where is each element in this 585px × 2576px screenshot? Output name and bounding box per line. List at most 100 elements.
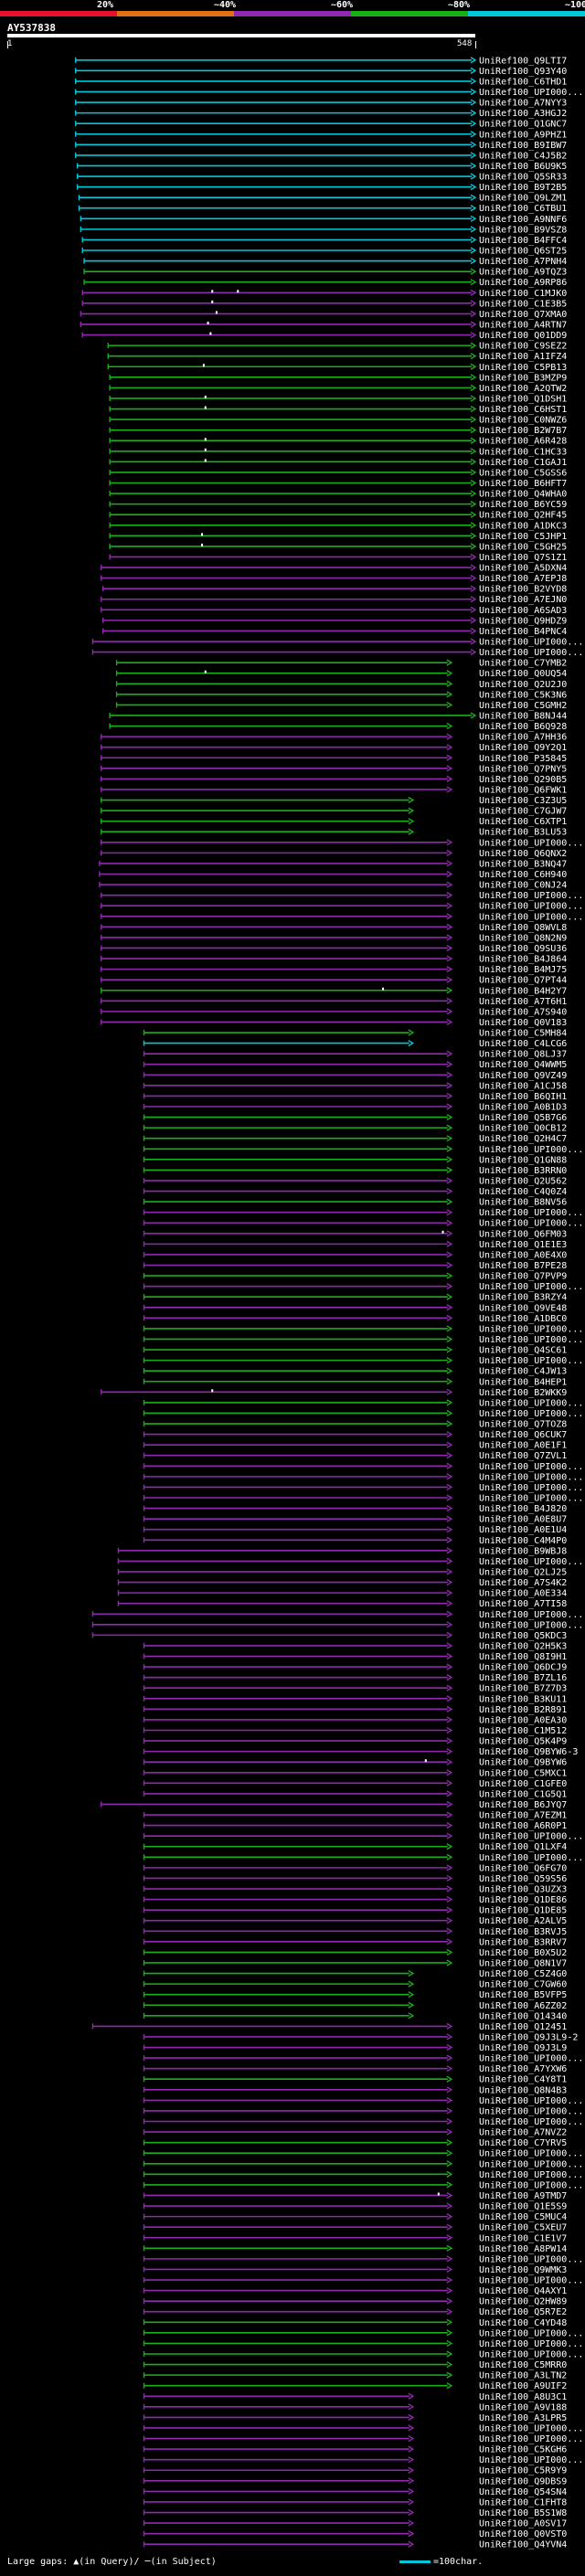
hit-row[interactable]: UniRef100_C4LCG6 bbox=[143, 1039, 567, 1049]
hit-label[interactable]: UniRef100_Q4AXY1 bbox=[479, 2286, 567, 2296]
hit-label[interactable]: UniRef100_Q1E5S9 bbox=[479, 2202, 567, 2212]
hit-label[interactable]: UniRef100_Q1DE86 bbox=[479, 1895, 567, 1905]
hit-row[interactable]: UniRef100_C6XTP1 bbox=[101, 817, 568, 827]
hit-row[interactable]: UniRef100_UPI000... bbox=[143, 2096, 583, 2106]
hit-label[interactable]: UniRef100_Q9BYW6-3 bbox=[479, 1747, 578, 1757]
hit-label[interactable]: UniRef100_B4FFC4 bbox=[479, 236, 567, 246]
hit-row[interactable]: UniRef100_B4H2Y7 bbox=[101, 986, 568, 996]
hit-label[interactable]: UniRef100_A7S940 bbox=[479, 1007, 567, 1017]
hit-row[interactable]: UniRef100_A9NNF6 bbox=[80, 215, 567, 225]
hit-row[interactable]: UniRef100_Q4SC61 bbox=[143, 1346, 567, 1356]
hit-row[interactable]: UniRef100_UPI000... bbox=[143, 1409, 583, 1419]
hit-row[interactable]: UniRef100_C0NJ24 bbox=[99, 881, 567, 891]
hit-row[interactable]: UniRef100_UPI000... bbox=[143, 2159, 583, 2169]
hit-row[interactable]: UniRef100_C5MH84 bbox=[143, 1029, 567, 1039]
hit-row[interactable]: UniRef100_B6JYQ7 bbox=[101, 1800, 568, 1810]
hit-row[interactable]: UniRef100_UPI000... bbox=[91, 1620, 583, 1630]
hit-label[interactable]: UniRef100_B3KU11 bbox=[479, 1694, 567, 1704]
hit-row[interactable]: UniRef100_Q93Y40 bbox=[75, 67, 568, 77]
hit-row[interactable]: UniRef100_UPI000... bbox=[143, 2180, 583, 2190]
hit-row[interactable]: UniRef100_UPI000... bbox=[143, 1282, 583, 1292]
hit-label[interactable]: UniRef100_Q9VE48 bbox=[479, 1303, 567, 1313]
hit-row[interactable]: UniRef100_Q9DBS9 bbox=[143, 2476, 567, 2486]
hit-row[interactable]: UniRef100_B9WBJ8 bbox=[117, 1546, 567, 1556]
hit-row[interactable]: UniRef100_C4M4P0 bbox=[143, 1536, 567, 1546]
hit-row[interactable]: UniRef100_C6TBU1 bbox=[78, 204, 567, 214]
hit-label[interactable]: UniRef100_A7T6H1 bbox=[479, 997, 567, 1007]
hit-row[interactable]: UniRef100_Q7ZVL1 bbox=[143, 1451, 567, 1461]
hit-label[interactable]: UniRef100_UPI000... bbox=[479, 1462, 583, 1472]
hit-label[interactable]: UniRef100_B2W7B7 bbox=[479, 426, 567, 436]
hit-row[interactable]: UniRef100_C7GJW7 bbox=[101, 807, 568, 817]
hit-row[interactable]: UniRef100_C1M512 bbox=[143, 1726, 567, 1736]
hit-row[interactable]: UniRef100_Q4YVN4 bbox=[143, 2540, 567, 2550]
hit-label[interactable]: UniRef100_A7HH36 bbox=[479, 733, 567, 743]
hit-row[interactable]: UniRef100_Q0V183 bbox=[101, 1018, 568, 1028]
hit-label[interactable]: UniRef100_UPI000... bbox=[479, 1356, 583, 1366]
hit-label[interactable]: UniRef100_C1GAJ1 bbox=[479, 458, 567, 468]
hit-label[interactable]: UniRef100_A0E1F1 bbox=[479, 1441, 567, 1451]
hit-label[interactable]: UniRef100_Q4YVN4 bbox=[479, 2540, 567, 2550]
hit-label[interactable]: UniRef100_UPI000... bbox=[479, 2149, 583, 2159]
hit-label[interactable]: UniRef100_A7TI58 bbox=[479, 1599, 567, 1609]
hit-row[interactable]: UniRef100_Q6DCJ9 bbox=[143, 1663, 567, 1673]
hit-row[interactable]: UniRef100_A7NVZ2 bbox=[143, 2128, 567, 2138]
hit-row[interactable]: UniRef100_Q9WMK3 bbox=[143, 2265, 567, 2275]
hit-label[interactable]: UniRef100_Q1GNC7 bbox=[479, 120, 567, 130]
hit-label[interactable]: UniRef100_Q5SR33 bbox=[479, 173, 567, 183]
hit-row[interactable]: UniRef100_C7YMB2 bbox=[115, 659, 568, 669]
hit-row[interactable]: UniRef100_Q9J3L9-2 bbox=[143, 2032, 578, 2042]
hit-label[interactable]: UniRef100_A9V188 bbox=[479, 2402, 567, 2412]
hit-label[interactable]: UniRef100_UPI000... bbox=[479, 2349, 583, 2359]
hit-label[interactable]: UniRef100_A9PHZ1 bbox=[479, 130, 567, 140]
hit-row[interactable]: UniRef100_P35845 bbox=[101, 754, 568, 764]
hit-row[interactable]: UniRef100_A9TQZ3 bbox=[83, 268, 567, 278]
hit-label[interactable]: UniRef100_Q01DD9 bbox=[479, 331, 567, 341]
hit-label[interactable]: UniRef100_Q7PVP9 bbox=[479, 1272, 567, 1282]
hit-row[interactable]: UniRef100_A9UIF2 bbox=[143, 2381, 567, 2391]
hit-row[interactable]: UniRef100_C5GSS6 bbox=[109, 468, 567, 478]
hit-label[interactable]: UniRef100_UPI000... bbox=[479, 648, 583, 658]
hit-label[interactable]: UniRef100_C5JHP1 bbox=[479, 532, 567, 542]
hit-row[interactable]: UniRef100_C1GFE0 bbox=[143, 1779, 567, 1789]
hit-label[interactable]: UniRef100_C1MJK0 bbox=[479, 289, 567, 299]
hit-label[interactable]: UniRef100_B3MZP9 bbox=[479, 373, 567, 383]
hit-label[interactable]: UniRef100_B4MJ75 bbox=[479, 965, 567, 975]
hit-label[interactable]: UniRef100_UPI000... bbox=[479, 2096, 583, 2106]
hit-row[interactable]: UniRef100_UPI000... bbox=[75, 88, 584, 98]
hit-label[interactable]: UniRef100_B4J820 bbox=[479, 1504, 567, 1514]
hit-row[interactable]: UniRef100_B4HEP1 bbox=[143, 1377, 567, 1387]
hit-row[interactable]: UniRef100_Q1E1E3 bbox=[143, 1240, 567, 1250]
hit-label[interactable]: UniRef100_A7EPJ8 bbox=[479, 574, 567, 584]
hit-row[interactable]: UniRef100_A0E334 bbox=[117, 1589, 567, 1599]
hit-label[interactable]: UniRef100_UPI000... bbox=[479, 1219, 583, 1229]
hit-row[interactable]: UniRef100_A7T6H1 bbox=[101, 997, 568, 1007]
hit-row[interactable]: UniRef100_B3LU53 bbox=[101, 828, 568, 838]
hit-label[interactable]: UniRef100_UPI000... bbox=[479, 638, 583, 648]
hit-label[interactable]: UniRef100_UPI000... bbox=[479, 1208, 583, 1218]
hit-label[interactable]: UniRef100_B4HEP1 bbox=[479, 1377, 567, 1387]
hit-row[interactable]: UniRef100_C5MUC4 bbox=[143, 2212, 567, 2222]
hit-label[interactable]: UniRef100_A0E1U4 bbox=[479, 1525, 567, 1535]
hit-row[interactable]: UniRef100_A0EA30 bbox=[143, 1715, 567, 1725]
hit-label[interactable]: UniRef100_Q290B5 bbox=[479, 775, 567, 785]
hit-row[interactable]: UniRef100_UPI000... bbox=[143, 2349, 583, 2359]
hit-label[interactable]: UniRef100_A6R0P1 bbox=[479, 1821, 567, 1831]
hit-row[interactable]: UniRef100_Q9BYW6 bbox=[143, 1758, 567, 1768]
hit-label[interactable]: UniRef100_Q6DCJ9 bbox=[479, 1663, 567, 1673]
hit-row[interactable]: UniRef100_C1E1V7 bbox=[143, 2233, 567, 2243]
hit-row[interactable]: UniRef100_B5VFP5 bbox=[143, 1990, 567, 2000]
hit-row[interactable]: UniRef100_A7S940 bbox=[101, 1007, 568, 1017]
hit-label[interactable]: UniRef100_UPI000... bbox=[479, 891, 583, 901]
hit-label[interactable]: UniRef100_A7S4K2 bbox=[479, 1578, 567, 1588]
hit-row[interactable]: UniRef100_B3RZY4 bbox=[143, 1293, 567, 1303]
hit-label[interactable]: UniRef100_C5R9Y9 bbox=[479, 2466, 567, 2476]
hit-label[interactable]: UniRef100_C5GSS6 bbox=[479, 468, 567, 478]
hit-row[interactable]: UniRef100_C3Z3U5 bbox=[101, 796, 568, 806]
hit-label[interactable]: UniRef100_Q3UZX3 bbox=[479, 1885, 567, 1895]
hit-label[interactable]: UniRef100_Q1LXF4 bbox=[479, 1842, 567, 1852]
hit-row[interactable]: UniRef100_A2ALV5 bbox=[143, 1916, 567, 1926]
hit-row[interactable]: UniRef100_Q2U562 bbox=[143, 1176, 567, 1186]
hit-row[interactable]: UniRef100_UPI000... bbox=[143, 1494, 583, 1504]
hit-label[interactable]: UniRef100_C6TBU1 bbox=[479, 204, 567, 214]
